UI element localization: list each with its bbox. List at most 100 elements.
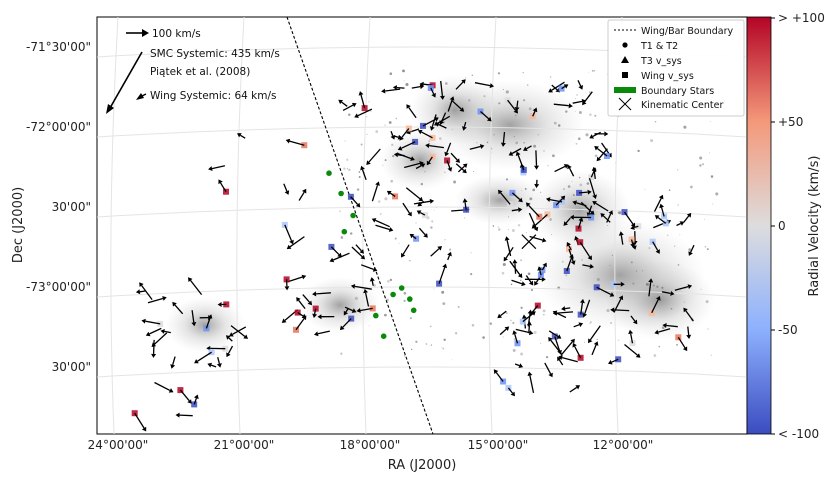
colorbar-ticks (771, 18, 775, 434)
background-star (579, 183, 582, 186)
background-star (678, 264, 680, 266)
background-star (563, 188, 564, 189)
background-star (653, 284, 655, 286)
background-star (712, 204, 713, 205)
background-star (690, 186, 693, 189)
background-star (513, 349, 516, 352)
background-star (508, 229, 509, 230)
background-star (515, 142, 518, 145)
background-star (589, 113, 591, 115)
x-tick-label: 24°00'00" (88, 438, 149, 452)
background-star (575, 111, 576, 112)
proper-motion-arrow (565, 308, 570, 309)
background-star (396, 118, 397, 119)
background-star (442, 348, 444, 350)
background-star (498, 228, 500, 230)
background-star (503, 336, 504, 337)
background-star (709, 152, 710, 153)
y-tick-label: -72°00'00" (26, 120, 91, 134)
background-star (589, 91, 591, 93)
background-star (654, 354, 657, 357)
background-star (471, 252, 472, 253)
background-star (455, 332, 457, 334)
legend-wing-swatch (622, 72, 628, 78)
background-star (502, 272, 505, 275)
background-star (669, 189, 671, 191)
background-star (508, 216, 509, 217)
background-star (405, 83, 408, 86)
boundary-star (390, 292, 396, 298)
background-star (579, 111, 582, 114)
background-star (472, 75, 473, 76)
background-star (424, 171, 425, 172)
y-tick-label: -73°00'00" (26, 280, 91, 294)
background-star (595, 154, 598, 157)
background-star (642, 270, 643, 271)
background-star (655, 121, 657, 123)
colorbar-label: Radial Velocity (km/s) (807, 156, 822, 297)
background-star (699, 164, 701, 166)
x-tick-label: 12°00'00" (593, 438, 654, 452)
background-star (368, 101, 369, 102)
background-star (588, 72, 589, 73)
background-star (515, 114, 517, 116)
background-star (498, 102, 500, 104)
boundary-star (373, 313, 379, 319)
background-star (512, 229, 515, 232)
reference-label: Piątek et al. (2008) (150, 66, 250, 78)
background-star (538, 134, 539, 135)
x-tick-label: 21°00'00" (214, 438, 275, 452)
background-star (366, 134, 367, 135)
background-star (701, 289, 702, 290)
background-star (451, 105, 452, 106)
boundary-star (342, 229, 348, 235)
background-star (511, 283, 513, 285)
background-star (704, 219, 705, 220)
background-star (421, 183, 423, 185)
x-axis-label: RA (J2000) (388, 458, 457, 473)
background-star (428, 141, 430, 143)
proper-motion-arrow (688, 327, 689, 335)
background-star (606, 309, 609, 312)
legend-item-t3: T3 v_sys (640, 56, 682, 67)
background-star (632, 282, 634, 284)
colorbar-tick-label: +50 (778, 115, 803, 129)
background-star (607, 225, 608, 226)
legend-boundary-stars-swatch (614, 87, 636, 93)
x-tick-label: 15°00'00" (468, 438, 529, 452)
background-star (390, 180, 393, 183)
background-star (523, 72, 524, 73)
legend: Wing/Bar Boundary T1 & T2 T3 v_sys Wing … (608, 20, 744, 116)
background-star (476, 142, 477, 143)
background-star (711, 355, 712, 356)
proper-motion-arrow (140, 291, 146, 292)
boundary-star (411, 308, 417, 314)
background-star (594, 115, 596, 117)
background-star (404, 80, 405, 81)
background-star (426, 343, 428, 345)
background-star (487, 142, 489, 144)
proper-motion-arrow (372, 281, 373, 286)
x-tick-label: 18°00'00" (340, 438, 401, 452)
background-star (518, 224, 520, 226)
background-star (514, 136, 515, 137)
background-star (442, 302, 445, 305)
background-star (520, 259, 522, 261)
background-star (410, 317, 412, 319)
background-star (350, 232, 353, 235)
y-tick-label: 30'00" (52, 360, 91, 374)
background-star (453, 181, 456, 184)
background-star (534, 331, 537, 334)
background-star (493, 134, 495, 136)
background-star (391, 144, 393, 146)
background-star (430, 226, 432, 228)
background-star (523, 99, 525, 101)
background-star (585, 133, 588, 136)
background-star (558, 124, 561, 127)
background-star (390, 72, 393, 75)
background-star (571, 181, 572, 182)
background-star (597, 339, 598, 340)
proper-motion-arrow (536, 150, 537, 165)
proper-motion-arrow (397, 88, 405, 89)
background-star (656, 285, 658, 287)
